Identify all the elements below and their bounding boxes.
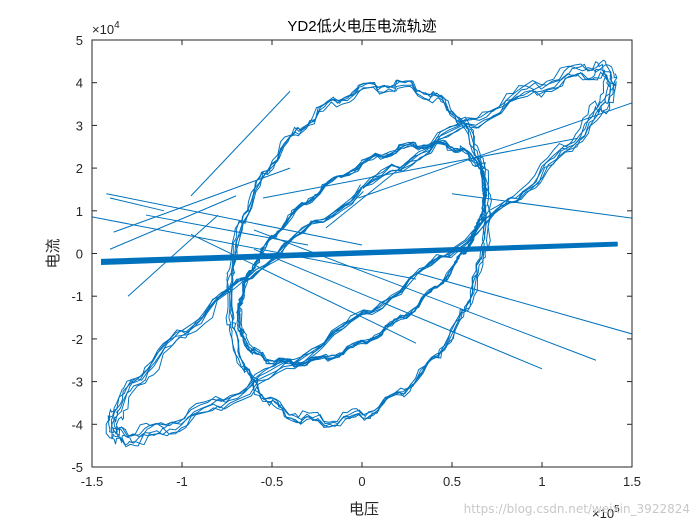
x-tick-label: -0.5 — [261, 474, 283, 489]
tick-marks — [91, 39, 633, 468]
trajectory-segment — [451, 193, 632, 219]
trajectory-segment — [253, 248, 543, 370]
y-exponent-label: ×104 — [92, 20, 120, 37]
trajectory-segment — [358, 102, 632, 199]
y-tick-label: -5 — [71, 460, 83, 475]
y-tick-label: 4 — [76, 76, 83, 91]
y-tick-label: 5 — [76, 33, 83, 48]
y-tick-label: -3 — [71, 375, 83, 390]
chart-title: YD2低火电压电流轨迹 — [287, 18, 436, 35]
y-exponent-base: ×10 — [92, 22, 114, 37]
trajectory-segment — [127, 214, 219, 297]
x-tick-label: -1.5 — [81, 474, 103, 489]
y-tick-label: -4 — [71, 417, 83, 432]
trajectory-segment — [113, 167, 291, 233]
x-exponent-power: 5 — [614, 504, 620, 515]
trajectory-segment — [262, 137, 579, 199]
y-tick-label: 0 — [76, 247, 83, 262]
x-exponent-base: ×10 — [592, 506, 614, 521]
y-exponent-power: 4 — [114, 20, 120, 31]
y-tick-label: 3 — [76, 118, 83, 133]
y-tick-label: 1 — [76, 204, 83, 219]
x-tick-label: 1 — [538, 474, 545, 489]
trajectory-baseline — [100, 241, 618, 261]
trajectory-segment — [190, 90, 291, 197]
trajectory-loop-2 — [105, 63, 618, 446]
trajectory-baseline — [100, 242, 618, 262]
trajectory-segment — [253, 229, 597, 361]
trajectory-segment — [190, 233, 417, 344]
trajectory-loop-1 — [226, 80, 491, 428]
y-tick-label: -2 — [71, 332, 83, 347]
plot-marks — [92, 59, 632, 448]
x-tick-label: 0 — [358, 474, 365, 489]
trajectory-loop-2 — [110, 59, 613, 448]
trajectory-baseline — [100, 244, 618, 266]
trajectory-segment — [145, 214, 309, 246]
x-axis-title: 电压 — [349, 500, 379, 518]
trajectory-segment — [109, 197, 165, 212]
trajectory-segment — [325, 154, 417, 229]
trajectory-segment — [415, 272, 632, 335]
x-tick-label: -1 — [176, 474, 188, 489]
y-tick-label: 2 — [76, 161, 83, 176]
x-tick-label: 1.5 — [623, 474, 641, 489]
trajectory-segment — [109, 195, 237, 250]
tick-labels: -1.5 -1 -0.5 0 0.5 1 1.5 -5 -4 -3 -2 -1 0 1 2 3 4 5 — [71, 33, 641, 489]
trajectory-segment — [92, 216, 417, 280]
y-axis-title: 电流 — [44, 238, 62, 268]
trajectory-loop-2 — [107, 69, 617, 438]
x-exponent-label: ×105 — [592, 504, 620, 521]
y-tick-label: -1 — [71, 289, 83, 304]
x-tick-label: 0.5 — [443, 474, 461, 489]
trajectory-segment — [106, 193, 363, 246]
watermark: https://blog.csdn.net/weixin_3922824 — [464, 502, 690, 516]
